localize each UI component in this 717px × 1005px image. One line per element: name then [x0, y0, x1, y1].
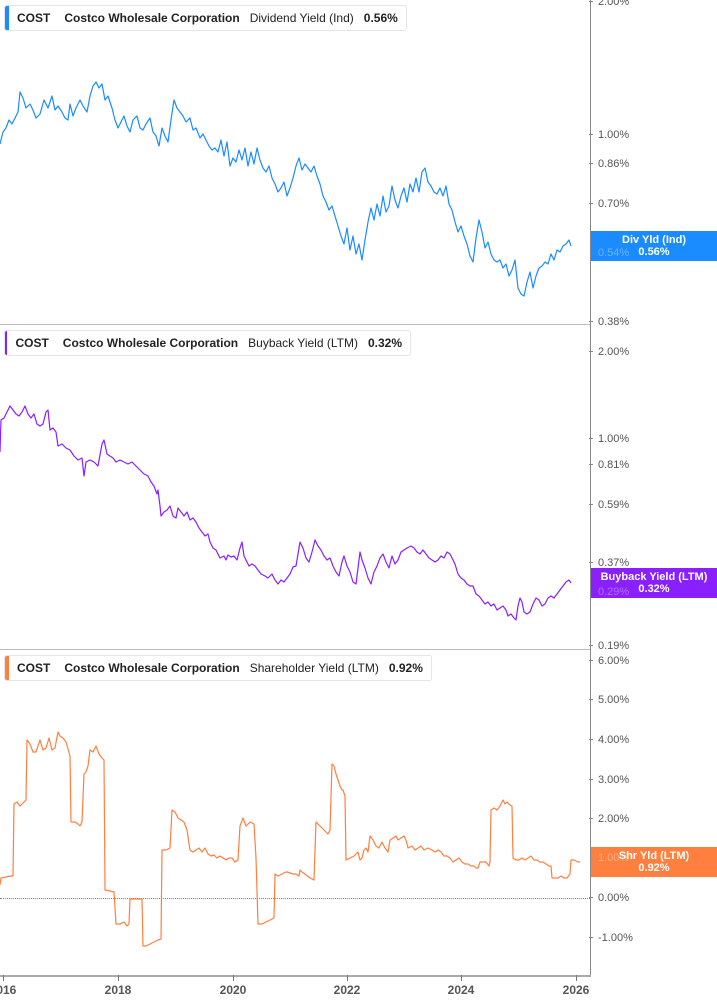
shareholder-yield-panel: COST Costco Wholesale Corporation Shareh… [0, 650, 717, 975]
x-tick [576, 975, 577, 981]
y-tick-hidden: 1.00% [598, 852, 630, 864]
tag-label: Buyback Yield (LTM) [600, 571, 708, 583]
chart-lines [0, 81, 580, 947]
legend-company: Costco Wholesale Corporation [64, 11, 240, 25]
y-axis-line [590, 0, 591, 976]
dividend-yield-legend[interactable]: COST Costco Wholesale Corporation Divide… [4, 5, 407, 31]
x-tick [3, 975, 4, 981]
buyback-yield-line [0, 405, 572, 621]
legend-company: Costco Wholesale Corporation [62, 336, 239, 350]
y-tick-hidden: 0.54% [598, 247, 630, 259]
shareholder-yield-line [0, 731, 580, 947]
x-label-2024: 2024 [447, 983, 475, 997]
legend-value: 0.56% [363, 11, 398, 25]
tag-label: Div Yld (Ind) [622, 234, 686, 246]
legend-company: Costco Wholesale Corporation [64, 661, 240, 675]
x-label-2020: 2020 [219, 983, 247, 997]
dividend-yield-panel: COST Costco Wholesale Corporation Divide… [0, 0, 717, 324]
legend-metric: Dividend Yield (Ind) [249, 11, 354, 25]
x-label-2022: 2022 [333, 983, 361, 997]
x-tick [347, 975, 348, 981]
y-tick-hidden: 0.29% [598, 586, 630, 598]
x-tick [461, 975, 462, 981]
zero-reference-line [0, 898, 590, 899]
series-color-swatch [5, 331, 8, 355]
tag-value: 0.92% [638, 862, 670, 874]
buyback-yield-panel: COST Costco Wholesale Corporation Buybac… [0, 325, 717, 648]
legend-ticker: COST [15, 336, 49, 350]
buyback-yield-value-tag: Buyback Yield (LTM) 0.32% [591, 568, 717, 598]
x-label-2018: 2018 [104, 983, 132, 997]
x-axis-line [0, 975, 591, 977]
legend-value: 0.32% [367, 336, 402, 350]
panel-divider [0, 324, 590, 325]
shareholder-yield-value-tag: Shr Yld (LTM) 0.92% [591, 847, 717, 877]
x-tick [118, 975, 119, 981]
tag-value: 0.32% [638, 583, 670, 595]
legend-ticker: COST [17, 11, 51, 25]
series-color-swatch [5, 6, 9, 30]
tag-label: Shr Yld (LTM) [618, 850, 690, 862]
x-label-2016: 2016 [0, 983, 17, 997]
tag-value: 0.56% [638, 246, 670, 258]
shareholder-yield-legend[interactable]: COST Costco Wholesale Corporation Shareh… [4, 655, 432, 681]
dividend-yield-line [0, 81, 572, 297]
x-tick [233, 975, 234, 981]
buyback-yield-legend[interactable]: COST Costco Wholesale Corporation Buybac… [4, 330, 411, 356]
series-color-swatch [5, 656, 9, 680]
legend-metric: Shareholder Yield (LTM) [249, 661, 379, 675]
legend-metric: Buyback Yield (LTM) [248, 336, 358, 350]
panel-divider [0, 649, 590, 650]
legend-value: 0.92% [388, 661, 423, 675]
x-label-2026: 2026 [562, 983, 590, 997]
dividend-yield-value-tag: Div Yld (Ind) 0.56% [591, 231, 717, 261]
legend-ticker: COST [17, 661, 51, 675]
